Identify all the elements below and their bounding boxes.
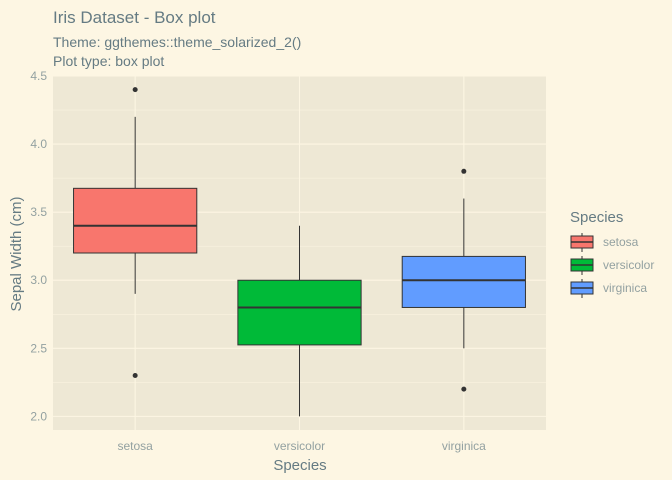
box-body: [237, 279, 362, 346]
outlier-point: [461, 386, 467, 392]
legend-label: virginica: [603, 281, 647, 295]
chart-title: Iris Dataset - Box plot: [53, 8, 216, 27]
x-tick-label: versicolor: [274, 439, 325, 453]
box-series: [73, 87, 526, 417]
legend-item-setosa: setosa: [570, 233, 639, 252]
box-body: [401, 255, 526, 308]
box-setosa: [73, 87, 198, 379]
x-axis-tick-labels: setosa versicolor virginica: [117, 439, 486, 453]
y-tick-label: 2.5: [30, 341, 47, 355]
y-tick-label: 2.0: [30, 409, 47, 423]
x-axis-title: Species: [273, 457, 326, 474]
y-tick-label: 3.0: [30, 273, 47, 287]
x-tick-label: virginica: [442, 439, 486, 453]
chart-subtitle-line-1: Theme: ggthemes::theme_solarized_2(): [53, 34, 301, 50]
y-tick-label: 3.5: [30, 205, 47, 219]
legend-title: Species: [570, 209, 623, 226]
x-tick-label: setosa: [117, 439, 153, 453]
y-tick-label: 4.5: [30, 69, 47, 83]
legend: setosa versicolor virginica: [570, 233, 654, 298]
y-axis-tick-labels: 2.0 2.5 3.0 3.5 4.0 4.5: [30, 69, 47, 423]
legend-label: setosa: [603, 235, 639, 249]
outlier-point: [132, 373, 138, 379]
legend-label: versicolor: [603, 258, 654, 272]
y-axis-title: Sepal Width (cm): [8, 196, 25, 311]
outlier-point: [132, 87, 138, 93]
box-body: [73, 187, 198, 254]
outlier-point: [461, 168, 467, 174]
box-versicolor: [237, 225, 362, 417]
y-tick-label: 4.0: [30, 137, 47, 151]
legend-item-virginica: virginica: [570, 279, 647, 298]
box-virginica: [401, 168, 526, 392]
chart-subtitle-line-2: Plot type: box plot: [53, 53, 164, 69]
legend-item-versicolor: versicolor: [570, 256, 654, 275]
